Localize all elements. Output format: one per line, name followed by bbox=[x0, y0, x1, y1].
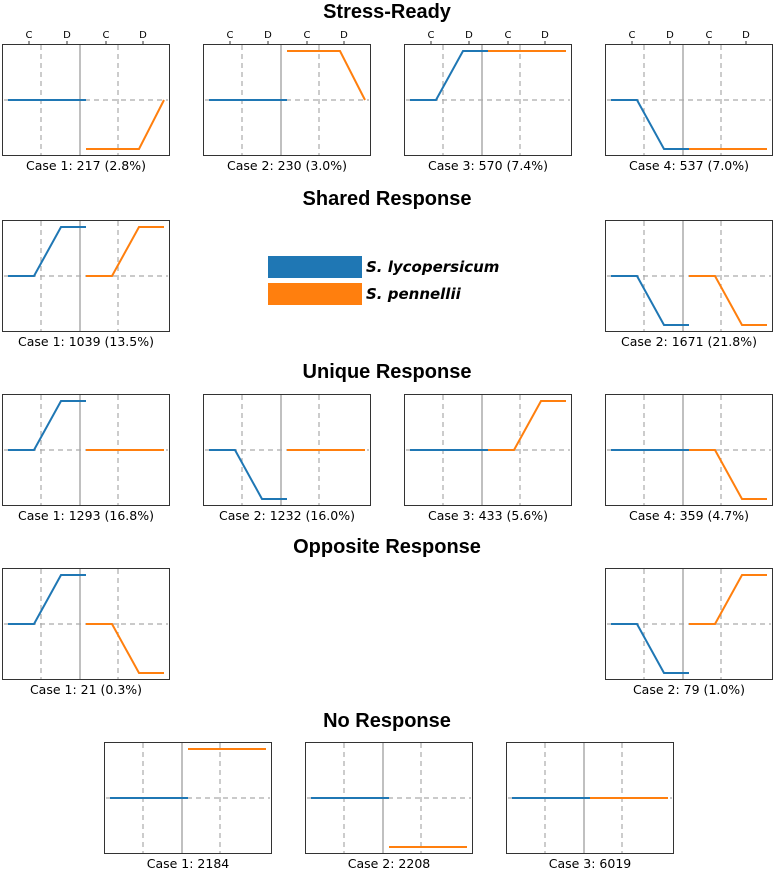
tick-label-d: D bbox=[340, 30, 348, 41]
panel-caption: Case 3: 433 (5.6%) bbox=[427, 508, 549, 523]
tick-label-d: D bbox=[139, 30, 147, 41]
series-line-pennellii bbox=[689, 275, 767, 326]
panel-plot bbox=[2, 568, 170, 680]
panel-no-response-3: Case 3: 6019 bbox=[506, 742, 674, 871]
panel-stress-ready-1: C D C D Case 1: 217 (2.8%) bbox=[2, 30, 170, 173]
panel-plot bbox=[605, 220, 773, 332]
panel-caption: Case 2: 230 (3.0%) bbox=[226, 158, 348, 173]
series-line-pennellii bbox=[689, 449, 767, 500]
section-title-opposite-response: Opposite Response bbox=[293, 536, 481, 558]
panel-stress-ready-3: C D C D Case 3: 570 (7.4%) bbox=[404, 30, 572, 173]
series-line-lycopersicum bbox=[611, 623, 689, 674]
legend-entry-pennellii: S. pennellii bbox=[268, 283, 461, 305]
panel-plot bbox=[305, 742, 473, 854]
legend-label-pennellii: S. pennellii bbox=[366, 285, 461, 303]
legend-entry-lycopersicum: S. lycopersicum bbox=[268, 256, 499, 278]
series-line-pennellii bbox=[287, 50, 366, 101]
panel-plot bbox=[605, 394, 773, 506]
panel-shared-response-1: Case 1: 1039 (13.5%) bbox=[2, 220, 170, 349]
panel-unique-response-2: Case 2: 1232 (16.0%) bbox=[203, 394, 371, 523]
panel-caption: Case 3: 570 (7.4%) bbox=[427, 158, 549, 173]
panel-plot bbox=[605, 568, 773, 680]
tick-label-c: C bbox=[428, 30, 435, 41]
tick-label-c: C bbox=[103, 30, 110, 41]
tick-label-d: D bbox=[264, 30, 272, 41]
section-title-shared-response: Shared Response bbox=[302, 188, 472, 210]
series-line-pennellii bbox=[86, 226, 164, 277]
legend-label-lycopersicum: S. lycopersicum bbox=[366, 258, 500, 276]
panel-caption: Case 2: 1232 (16.0%) bbox=[219, 508, 355, 523]
panel-stress-ready-2: C D C D Case 2: 230 (3.0%) bbox=[203, 30, 371, 173]
panel-caption: Case 4: 359 (4.7%) bbox=[628, 508, 750, 523]
panel-plot bbox=[404, 394, 572, 506]
panel-no-response-2: Case 2: 2208 bbox=[305, 742, 473, 871]
panel-caption: Case 1: 21 (0.3%) bbox=[29, 682, 143, 697]
series-line-pennellii bbox=[689, 574, 767, 625]
series-line-lycopersicum bbox=[611, 99, 689, 150]
tick-label-c: C bbox=[304, 30, 311, 41]
legend: S. lycopersicum S. pennellii bbox=[268, 256, 528, 306]
panel-caption: Case 1: 2184 bbox=[146, 856, 230, 871]
panel-caption: Case 2: 79 (1.0%) bbox=[632, 682, 746, 697]
panel-caption: Case 2: 1671 (21.8%) bbox=[621, 334, 757, 349]
panel-unique-response-1: Case 1: 1293 (16.8%) bbox=[2, 394, 170, 523]
panel-unique-response-3: Case 3: 433 (5.6%) bbox=[404, 394, 572, 523]
panel-caption: Case 1: 1039 (13.5%) bbox=[18, 334, 154, 349]
series-line-lycopersicum bbox=[8, 400, 86, 451]
panel-opposite-response-1: Case 1: 21 (0.3%) bbox=[2, 568, 170, 697]
tick-label-c: C bbox=[629, 30, 636, 41]
panel-shared-response-2: Case 2: 1671 (21.8%) bbox=[605, 220, 773, 349]
panel-no-response-1: Case 1: 2184 bbox=[104, 742, 272, 871]
tick-label-d: D bbox=[666, 30, 674, 41]
series-line-lycopersicum bbox=[8, 226, 86, 277]
panel-plot bbox=[203, 394, 371, 506]
series-line-lycopersicum bbox=[209, 449, 287, 500]
series-line-pennellii bbox=[86, 99, 165, 150]
tick-label-d: D bbox=[541, 30, 549, 41]
panel-caption: Case 1: 1293 (16.8%) bbox=[18, 508, 154, 523]
panel-unique-response-4: Case 4: 359 (4.7%) bbox=[605, 394, 773, 523]
tick-label-d: D bbox=[63, 30, 71, 41]
section-title-unique-response: Unique Response bbox=[302, 361, 472, 383]
panel-plot bbox=[506, 742, 674, 854]
panel-stress-ready-4: C D C D Case 4: 537 (7.0%) bbox=[605, 30, 773, 173]
tick-label-c: C bbox=[26, 30, 33, 41]
panel-caption: Case 1: 217 (2.8%) bbox=[25, 158, 147, 173]
series-line-lycopersicum bbox=[611, 275, 689, 326]
panel-caption: Case 4: 537 (7.0%) bbox=[628, 158, 750, 173]
tick-label-c: C bbox=[227, 30, 234, 41]
panel-plot bbox=[104, 742, 272, 854]
panel-plot bbox=[2, 220, 170, 332]
panel-caption: Case 2: 2208 bbox=[347, 856, 431, 871]
series-line-lycopersicum bbox=[8, 574, 86, 625]
tick-label-c: C bbox=[505, 30, 512, 41]
tick-label-d: D bbox=[742, 30, 750, 41]
section-title-no-response: No Response bbox=[323, 710, 451, 732]
panel-plot bbox=[2, 394, 170, 506]
legend-swatch-pennellii bbox=[268, 283, 362, 305]
legend-swatch-lycopersicum bbox=[268, 256, 362, 278]
tick-label-c: C bbox=[706, 30, 713, 41]
tick-label-d: D bbox=[465, 30, 473, 41]
section-title-stress-ready: Stress-Ready bbox=[323, 1, 451, 23]
series-line-pennellii bbox=[488, 400, 566, 451]
panel-caption: Case 3: 6019 bbox=[548, 856, 632, 871]
series-line-pennellii bbox=[86, 623, 164, 674]
panel-opposite-response-2: Case 2: 79 (1.0%) bbox=[605, 568, 773, 697]
series-line-lycopersicum bbox=[410, 50, 488, 101]
